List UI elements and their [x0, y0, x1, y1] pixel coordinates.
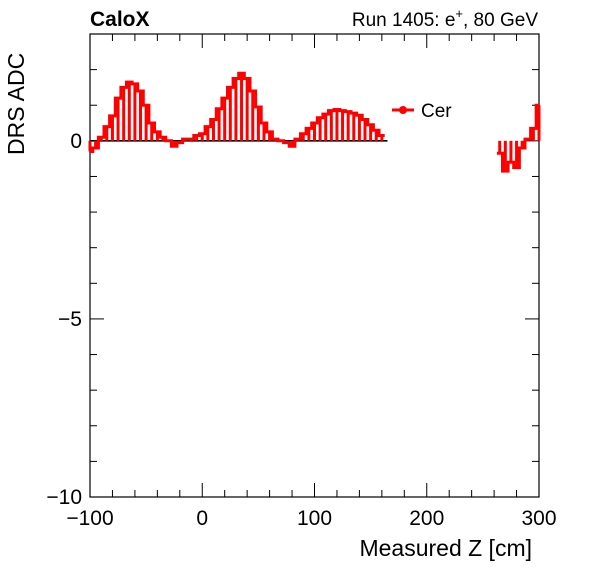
- y-tick-label: −10: [46, 486, 82, 509]
- axis-ticks: [89, 33, 540, 498]
- x-tick-label: 100: [297, 507, 332, 530]
- x-tick-label: −100: [66, 507, 113, 530]
- x-tick-label: 200: [409, 507, 444, 530]
- run-suffix: , 80 GeV: [463, 10, 538, 31]
- legend-label-cer: Cer: [421, 101, 452, 122]
- series-cer: [88, 71, 541, 173]
- y-tick-label: 0: [70, 130, 82, 153]
- axis-tick-labels: −100 0 100 200 300 −10 −5 0: [46, 130, 556, 530]
- plot-frame: [89, 33, 540, 498]
- x-tick-label: 0: [196, 507, 208, 530]
- series-step-line: [90, 71, 385, 153]
- legend-marker: [399, 106, 407, 114]
- run-prefix: Run 1405: e: [352, 10, 456, 31]
- experiment-label: CaloX: [90, 8, 150, 31]
- x-tick-label: 300: [521, 507, 556, 530]
- y-axis-title: DRS ADC: [3, 53, 29, 155]
- run-superscript: +: [455, 6, 463, 21]
- y-tick-label: −5: [58, 308, 82, 331]
- run-label: Run 1405: e+, 80 GeV: [352, 6, 538, 31]
- x-axis-title: Measured Z [cm]: [359, 535, 532, 561]
- legend: Cer: [392, 101, 452, 122]
